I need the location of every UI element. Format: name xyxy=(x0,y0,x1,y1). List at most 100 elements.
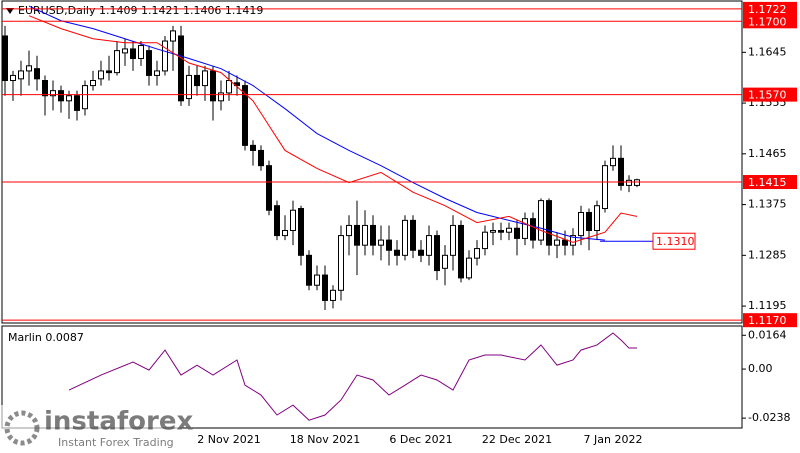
collapse-icon xyxy=(6,8,14,14)
candle-body xyxy=(122,48,128,54)
candle-body xyxy=(10,74,16,82)
candle-body xyxy=(18,70,24,80)
level-label-box xyxy=(743,14,797,29)
candle-body xyxy=(178,35,184,102)
candle-body xyxy=(514,227,520,239)
candle-body xyxy=(266,165,272,211)
y-tick-label: 1.1285 xyxy=(748,248,787,261)
candle-body xyxy=(154,70,160,76)
candle-body xyxy=(498,230,504,233)
candle-body xyxy=(458,224,464,279)
watermark-logo xyxy=(4,410,40,446)
watermark-tagline: Instant Forex Trading xyxy=(58,436,174,449)
candle-body xyxy=(162,40,168,72)
candle-body xyxy=(290,209,296,232)
level-label-box xyxy=(743,1,797,16)
candle-body xyxy=(106,70,112,74)
level-label: 1.1700 xyxy=(748,15,787,28)
candle-body xyxy=(394,249,400,256)
candle-body xyxy=(274,205,280,237)
candle-body xyxy=(610,157,616,167)
candle-body xyxy=(346,224,352,237)
y-tick-label: -0.0238 xyxy=(748,411,790,424)
watermark: instaforex Instant Forex Trading xyxy=(0,405,194,453)
candle-body xyxy=(354,224,360,246)
candle-body xyxy=(362,224,368,246)
candle-body xyxy=(138,45,144,60)
candle-body xyxy=(66,95,72,102)
indicator-pane xyxy=(1,325,743,429)
candle-body xyxy=(370,224,376,246)
candle-body xyxy=(554,239,560,246)
level-label: 1.1415 xyxy=(748,176,787,189)
moving-average xyxy=(28,15,638,243)
candle-body xyxy=(594,205,600,232)
y-tick-label: 0.0164 xyxy=(748,328,787,341)
candle-body xyxy=(618,157,624,186)
candle-body xyxy=(146,50,152,76)
y-tick-label: 1.1375 xyxy=(748,198,787,211)
candle-body xyxy=(602,165,608,210)
candle-body xyxy=(258,149,264,167)
candle-body xyxy=(482,231,488,250)
candle-body xyxy=(578,211,584,237)
x-tick-label: 6 Dec 2021 xyxy=(389,433,452,446)
candle-body xyxy=(242,85,248,146)
candle-body xyxy=(82,85,88,110)
candle-body xyxy=(490,230,496,233)
candle-body xyxy=(170,30,176,42)
candle-body xyxy=(298,208,304,256)
candle-body xyxy=(50,90,56,97)
candle-body xyxy=(538,200,544,241)
candle-body xyxy=(194,74,200,87)
candle-body xyxy=(202,70,208,87)
level-label-box xyxy=(743,313,797,328)
candle-body xyxy=(386,239,392,251)
candle-body xyxy=(74,95,80,111)
candle-body xyxy=(506,227,512,233)
candle-body xyxy=(338,235,344,291)
candle-body xyxy=(562,239,568,246)
y-tick-label: 0.00 xyxy=(748,362,773,375)
candle-body xyxy=(402,219,408,256)
x-tick-label: 2 Nov 2021 xyxy=(197,433,260,446)
candle-body xyxy=(42,80,48,97)
candle-body xyxy=(250,144,256,151)
candle-body xyxy=(306,254,312,286)
candle-body xyxy=(314,274,320,286)
candle-body xyxy=(114,50,120,74)
x-tick-label: 7 Jan 2022 xyxy=(584,433,643,446)
candle-body xyxy=(442,254,448,269)
level-label: 1.1722 xyxy=(748,3,787,16)
y-tick-label: 1.1645 xyxy=(748,45,787,58)
candle-body xyxy=(474,248,480,259)
candle-body xyxy=(434,235,440,272)
candle-body xyxy=(218,92,224,102)
candle-body xyxy=(98,70,104,80)
level-label: 1.1310 xyxy=(656,235,695,248)
candle-body xyxy=(586,211,592,232)
candle-body xyxy=(330,289,336,301)
candle-body xyxy=(626,179,632,186)
level-label-box xyxy=(652,232,696,250)
level-label: 1.1570 xyxy=(748,89,787,102)
y-tick-label: 1.1465 xyxy=(748,147,787,160)
candle-body xyxy=(130,48,136,60)
candle-body xyxy=(418,249,424,256)
candle-body xyxy=(34,68,40,80)
candle-body xyxy=(282,230,288,237)
level-label-box xyxy=(743,175,797,190)
candle-body xyxy=(322,274,328,301)
candle-body xyxy=(226,80,232,94)
candle-body xyxy=(378,239,384,246)
candle-body xyxy=(210,70,216,102)
indicator-line xyxy=(68,332,637,421)
main-pane xyxy=(1,0,743,324)
candle-body xyxy=(466,257,472,279)
chart-title: EURUSD,Daily 1.1409 1.1421 1.1406 1.1419 xyxy=(18,4,263,17)
candle-body xyxy=(410,219,416,251)
candle-body xyxy=(570,235,576,246)
x-tick-label: 18 Nov 2021 xyxy=(290,433,360,446)
